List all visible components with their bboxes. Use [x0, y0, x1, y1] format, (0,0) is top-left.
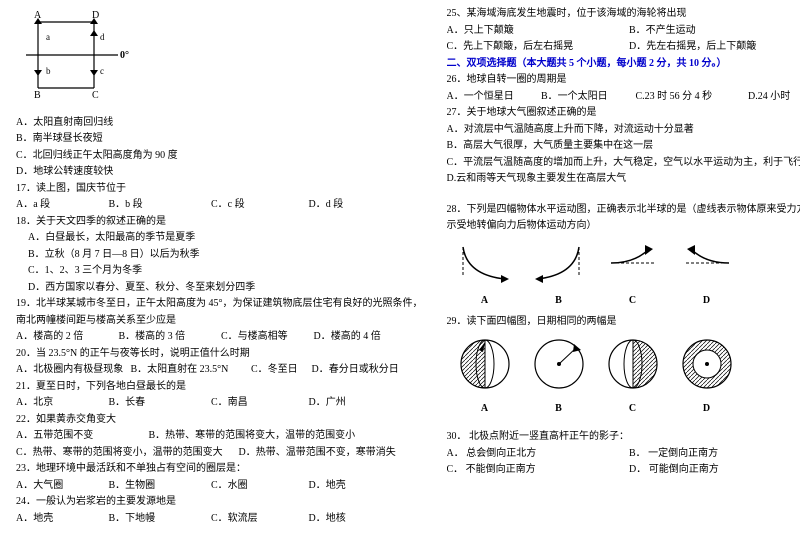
q27: 27．关于地球大气圈叙述正确的是: [447, 105, 800, 122]
q20-opts: A．北极圈内有极昼现象 B．太阳直射在 23.5°N C．冬至日 D．春分日或秋…: [16, 362, 423, 379]
q29: 29．读下面四幅图，日期相同的两幅是: [447, 314, 800, 331]
q28-diagrams: A B C D: [457, 241, 800, 310]
q18-a: A．白昼最长，太阳最高的季节是夏季: [16, 230, 423, 247]
q24-opts: A．地壳 B．下地幔 C．软流层 D．地核: [16, 511, 423, 528]
q17-opts: A．a 段 B．b 段 C．c 段 D．d 段: [16, 197, 423, 214]
lbl-C: C: [92, 90, 99, 100]
q22-opts-1: A．五带范围不变 B．热带、寒带的范围将变大，温带的范围变小: [16, 428, 423, 445]
q30: 30． 北极点附近一竖直高杆正午的影子：: [447, 429, 800, 446]
q16-opt-d: D．地球公转速度较快: [16, 164, 423, 181]
q20: 20．当 23.5°N 的正午与夜等长时，说明正值什么时期: [16, 346, 423, 363]
lbl-a: a: [46, 32, 50, 42]
q21-opts: A．北京 B．长春 C．南昌 D．广州: [16, 395, 423, 412]
globe-C: C: [605, 336, 661, 417]
q16-opt-b: B．南半球昼长夜短: [16, 131, 423, 148]
lbl-d: d: [100, 32, 105, 42]
q25: 25、某海域海底发生地震时，位于该海域的海轮将出现: [447, 6, 800, 23]
q18: 18．关于天文四季的叙述正确的是: [16, 214, 423, 231]
q19-2: 南北两幢楼间距与楼高关系至少应是: [16, 313, 423, 330]
lbl-B: B: [34, 90, 41, 100]
q23: 23．地理环境中最活跃和不单独占有空间的圈层是：: [16, 461, 423, 478]
q19: 19．北半球某城市冬至日，正午太阳高度为 45°，为保证建筑物底层住宅有良好的光…: [16, 296, 423, 313]
lbl-D: D: [92, 10, 99, 21]
q18-b: B．立秋（8 月 7 日—8 日）以后为秋季: [16, 247, 423, 264]
q18-c: C．1、2、3 三个月为冬季: [16, 263, 423, 280]
lbl-0: 0°: [120, 50, 129, 61]
q18-d: D．西方国家以春分、夏至、秋分、冬至来划分四季: [16, 280, 423, 297]
q25-opts-1: A．只上下颠簸 B．不产生运动: [447, 23, 800, 40]
curve-D: D: [679, 241, 735, 310]
q30-opts-2: C． 不能倒向正南方 D． 可能倒向正南方: [447, 462, 800, 479]
curve-B: B: [531, 241, 587, 310]
q16-opt-a: A．太阳直射南回归线: [16, 115, 423, 132]
globe-B: B: [531, 336, 587, 417]
q24: 24．一般认为岩浆岩的主要发源地是: [16, 494, 423, 511]
q22: 22．如果黄赤交角变大: [16, 412, 423, 429]
q30-opts-1: A． 总会倒向正北方 B． 一定倒向正南方: [447, 446, 800, 463]
curve-C: C: [605, 241, 661, 310]
globe-A: A: [457, 336, 513, 417]
q17: 17．读上图，国庆节位于: [16, 181, 423, 198]
q25-opts-2: C．先上下颠簸，后左右摇晃 D．先左右摇晃，后上下颠簸: [447, 39, 800, 56]
curve-A: A: [457, 241, 513, 310]
globe-D: D: [679, 336, 735, 417]
q27-c: C．平流层气温随高度的增加而上升，大气稳定，空气以水平运动为主，利于飞行: [447, 155, 800, 172]
orbit-diagram: A D B C a d b c 0°: [18, 10, 423, 107]
q27-b: B．高层大气很厚，大气质量主要集中在这一层: [447, 138, 800, 155]
section-2-header: 二、双项选择题（本大题共 5 个小题，每小题 2 分，共 10 分。）: [447, 56, 800, 73]
q26: 26．地球自转一圈的周期是: [447, 72, 800, 89]
q27-a: A．对流层中气温随高度上升而下降，对流运动十分显著: [447, 122, 800, 139]
q29-diagrams: A B C: [457, 336, 800, 417]
q23-opts: A．大气圈 B．生物圈 C．水圈 D．地壳: [16, 478, 423, 495]
q27-d: D.云和雨等天气现象主要发生在高层大气: [447, 171, 800, 188]
q28: 28．下列是四幅物体水平运动图，正确表示北半球的是（虚线表示物体原来受力方向，实…: [447, 202, 800, 219]
q19-opts: A．楼高的 2 倍 B．楼高的 3 倍 C．与楼高相等 D．楼高的 4 倍: [16, 329, 423, 346]
q16-opt-c: C．北回归线正午太阳高度角为 90 度: [16, 148, 423, 165]
lbl-b: b: [46, 66, 51, 76]
lbl-c: c: [100, 66, 104, 76]
q22-opts-2: C．热带、寒带的范围将变小，温带的范围变大 D．热带、温带范围不变，寒带消失: [16, 445, 423, 462]
right-column: 25、某海域海底发生地震时，位于该海域的海轮将出现 A．只上下颠簸 B．不产生运…: [435, 6, 800, 550]
q21: 21．夏至日时，下列各地白昼最长的是: [16, 379, 423, 396]
q28-2: 示受地转偏向力后物体运动方向）: [447, 218, 800, 235]
q26-opts: A．一个恒星日 B．一个太阳日 C.23 时 56 分 4 秒 D.24 小时: [447, 89, 800, 106]
left-column: A D B C a d b c 0° A．太阳直射南回归线 B．南半球昼长夜短 …: [16, 6, 435, 550]
lbl-A: A: [34, 10, 42, 21]
